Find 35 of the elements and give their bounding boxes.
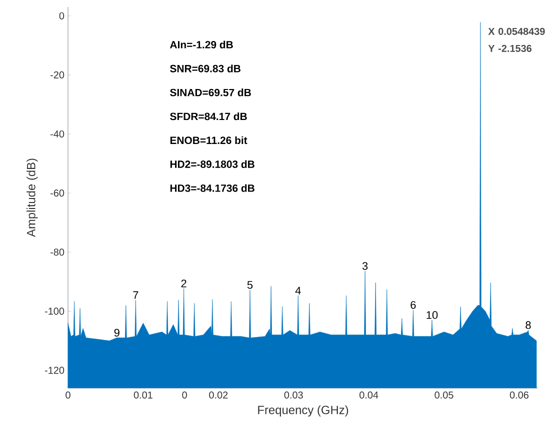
y-tick-label: -80 [50,248,64,256]
annotation: SINAD=69.57 dB [170,88,251,96]
y-tick-label: -100 [44,308,64,315]
annotation: AIn=-1.29 dB [170,40,233,48]
y-tick-label: 0 [59,12,64,20]
annotation: 4 [295,286,301,294]
x-tick-label: 0.02 [209,392,228,399]
x-tick-label: 0 [66,392,70,399]
annotation: 2 [181,280,186,288]
annotation: X 0.0548439 [488,28,545,35]
annotation: SNR=69.83 dB [170,64,240,72]
annotation: ENOB=11.26 bit [170,136,248,144]
annotation: Y -2.1536 [488,44,532,52]
y-tick-label: -20 [50,71,64,78]
annotation: SFDR=84.17 dB [170,112,247,120]
x-tick-label: 0.04 [360,392,378,399]
x-tick-label: 0.03 [284,392,303,399]
x-tick-label: 0.06 [510,392,528,399]
annotation: 8 [526,321,531,329]
x-tick-label: 0 [182,392,187,399]
y-tick-label: -40 [50,130,64,138]
x-tick-label: 0.05 [434,392,454,399]
annotation: 5 [247,281,253,289]
annotation: 9 [114,328,120,337]
annotation: 6 [410,301,416,309]
y-tick-label: -60 [50,190,64,197]
annotation: HD2=-89.1803 dB [170,160,254,168]
x-tick-label: 0.01 [134,392,152,399]
annotation: HD3=-84.1736 dB [170,184,254,192]
annotation: 3 [362,262,368,270]
annotation: 10 [426,311,438,319]
annotation: 7 [133,291,138,299]
y-axis-title: Amplitude (dB) [26,158,38,238]
x-axis-title: Frequency (GHz) [258,405,348,417]
y-tick-label: -120 [44,366,64,374]
